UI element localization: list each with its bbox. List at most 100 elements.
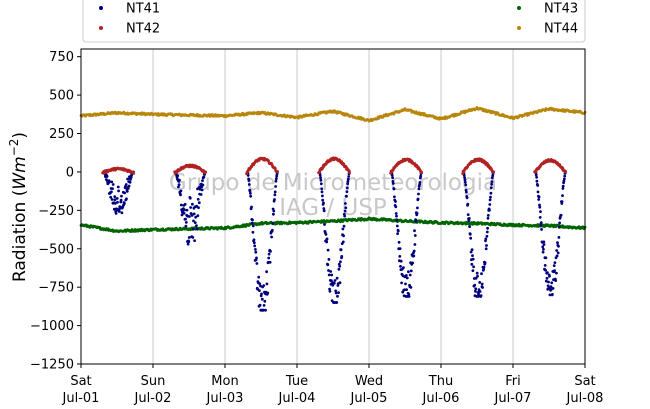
x-tick-label-day: Wed [355, 374, 383, 389]
data-point-nt41 [478, 290, 482, 293]
data-point-nt41 [545, 276, 549, 280]
data-point-nt41 [126, 177, 129, 181]
data-point-nt41 [548, 293, 552, 297]
data-point-nt41 [327, 269, 330, 272]
legend-marker-nt44 [517, 26, 521, 30]
x-tick-label-date: Jul-01 [62, 391, 100, 406]
data-point-nt41 [332, 281, 336, 285]
data-point-nt41 [123, 191, 127, 195]
data-point-nt41 [321, 194, 324, 198]
data-point-nt41 [561, 194, 564, 198]
data-point-nt41 [560, 200, 564, 204]
data-point-nt41 [411, 261, 415, 265]
data-point-nt41 [327, 258, 331, 261]
data-point-nt41 [178, 178, 181, 182]
data-point-nt41 [486, 226, 489, 230]
data-point-nt41 [318, 174, 322, 177]
data-point-nt42 [564, 170, 568, 173]
data-point-nt41 [485, 244, 488, 247]
data-point-nt41 [255, 262, 259, 265]
data-point-nt41 [481, 286, 484, 289]
data-point-nt41 [108, 180, 111, 184]
data-point-nt41 [552, 264, 556, 267]
data-point-nt41 [191, 227, 195, 231]
data-point-nt41 [409, 269, 413, 273]
data-point-nt41 [542, 240, 546, 244]
data-point-nt41 [400, 281, 403, 285]
data-point-nt41 [177, 183, 181, 187]
data-point-nt41 [408, 273, 412, 277]
data-point-nt41 [259, 284, 262, 288]
data-point-nt41 [557, 244, 560, 248]
data-point-nt41 [469, 250, 473, 254]
data-point-nt41 [192, 212, 196, 216]
data-point-nt41 [114, 212, 118, 215]
data-point-nt41 [345, 190, 349, 194]
data-point-nt41 [195, 227, 199, 231]
y-tick-label: 500 [49, 89, 74, 104]
data-point-nt41 [489, 191, 493, 195]
data-point-nt41 [270, 235, 273, 239]
data-point-nt41 [341, 227, 345, 231]
data-point-nt41 [347, 175, 351, 178]
data-point-nt41 [270, 228, 274, 232]
data-point-nt41 [551, 287, 555, 290]
data-point-nt41 [112, 207, 116, 211]
data-point-nt41 [252, 238, 256, 242]
data-point-nt42 [318, 171, 321, 174]
data-point-nt41 [327, 273, 331, 277]
data-point-nt41 [467, 217, 471, 220]
data-point-nt41 [486, 216, 490, 220]
data-point-nt41 [413, 234, 417, 237]
data-point-nt41 [326, 248, 330, 252]
data-point-nt41 [391, 180, 395, 183]
data-point-nt41 [320, 187, 324, 191]
data-point-nt41 [105, 175, 109, 178]
data-point-nt41 [542, 243, 546, 246]
data-point-nt41 [254, 248, 257, 251]
data-point-nt41 [335, 301, 339, 304]
data-point-nt41 [546, 271, 549, 274]
data-point-nt41 [187, 236, 191, 239]
data-point-nt41 [331, 283, 335, 287]
data-point-nt41 [272, 212, 275, 216]
data-point-nt41 [124, 183, 128, 186]
data-point-nt41 [416, 197, 420, 201]
data-point-nt41 [267, 256, 271, 260]
data-point-nt41 [191, 236, 195, 239]
data-point-nt41 [113, 195, 117, 199]
data-point-nt41 [340, 255, 344, 258]
data-point-nt41 [553, 269, 556, 272]
data-point-nt41 [535, 179, 539, 183]
watermark-line-1: Grupo de Micrometeorologia [169, 170, 497, 196]
data-point-nt41 [478, 281, 482, 284]
data-point-nt41 [414, 219, 418, 223]
data-point-nt41 [412, 254, 416, 258]
data-point-nt41 [490, 182, 493, 186]
data-point-nt41 [249, 192, 252, 195]
y-axis: −1250 −1000 −750 −500 −250 0 250 500 750 [30, 50, 81, 373]
data-point-nt41 [320, 190, 324, 194]
data-point-nt41 [407, 295, 411, 298]
data-point-nt41 [329, 270, 333, 273]
data-point-nt41 [330, 273, 334, 277]
data-point-nt41 [417, 187, 421, 191]
data-point-nt41 [184, 217, 188, 221]
data-point-nt41 [196, 197, 200, 201]
data-point-nt41 [110, 198, 114, 201]
legend-label-nt44: NT44 [544, 22, 578, 37]
data-point-nt41 [319, 182, 323, 186]
data-point-nt41 [343, 209, 347, 213]
data-point-nt41 [201, 179, 204, 183]
data-point-nt41 [466, 202, 470, 206]
plot-area-frame [80, 48, 586, 365]
data-point-nt41 [251, 224, 255, 228]
data-point-nt41 [542, 247, 545, 251]
data-point-nt41 [183, 208, 186, 212]
data-point-nt41 [274, 179, 278, 183]
data-point-nt41 [258, 303, 262, 307]
data-point-nt41 [321, 198, 325, 202]
data-point-nt41 [563, 174, 567, 178]
data-point-nt41 [471, 254, 474, 257]
data-point-nt41 [119, 198, 123, 202]
